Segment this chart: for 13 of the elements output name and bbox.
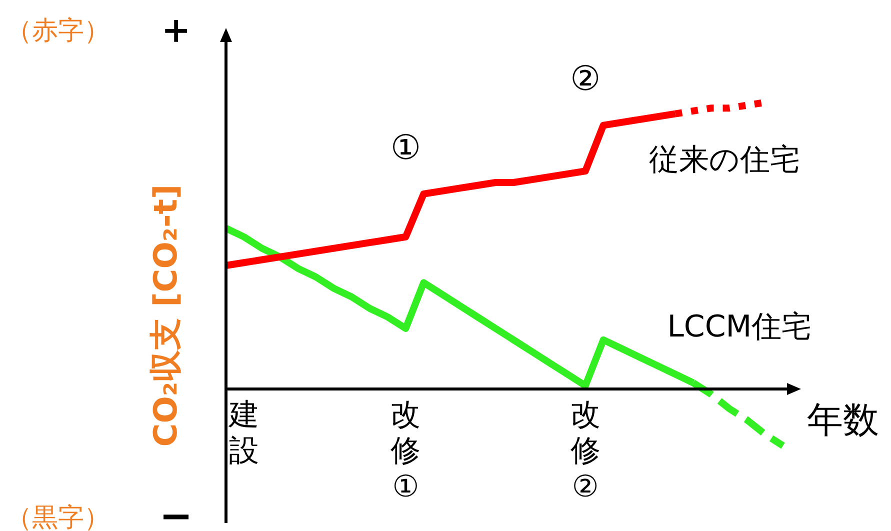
x-axis-title: 年数	[807, 400, 879, 441]
series-label: LCCM住宅	[667, 310, 812, 345]
text: （赤字）	[6, 16, 110, 46]
x-tick-label: 改修①	[390, 397, 421, 504]
text: （黒字）	[6, 502, 110, 531]
y-axis-title: CO₂収支 [CO₂-t]	[146, 184, 184, 447]
x-tick-label: 建設	[228, 397, 259, 468]
annotation: ①	[390, 128, 421, 168]
text: ②	[570, 59, 601, 100]
text: ＋	[156, 6, 196, 52]
text: −	[159, 493, 193, 531]
x-tick-label: 改修②	[570, 397, 600, 504]
series-label: 従来の住宅	[649, 142, 800, 178]
